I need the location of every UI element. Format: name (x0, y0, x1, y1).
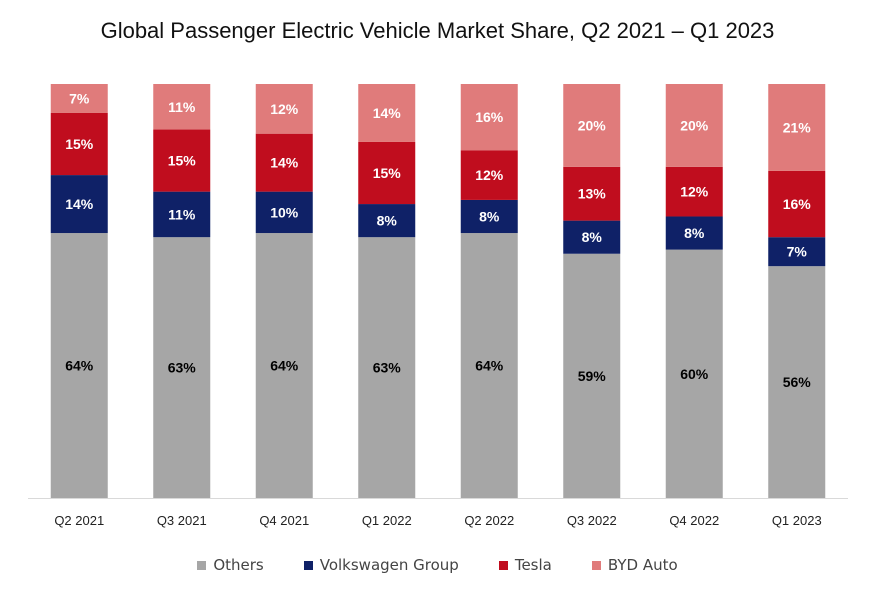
bar-segment-others-q2-2021 (50, 233, 108, 499)
data-label-tesla-q4-2022: 12% (680, 184, 709, 200)
data-label-others-q3-2021: 63% (168, 360, 197, 376)
bar-segment-tesla-q3-2021 (153, 129, 211, 192)
legend-item-tesla: Tesla (498, 556, 552, 574)
data-label-others-q2-2021: 64% (65, 358, 94, 374)
bar-segment-volkswagen-group-q1-2022 (358, 204, 416, 238)
bar-segment-others-q1-2023 (768, 266, 826, 498)
bar-segment-byd-auto-q3-2021 (153, 84, 211, 130)
legend-label-byd-auto: BYD Auto (607, 556, 678, 574)
bar-segment-others-q2-2022 (460, 233, 518, 499)
data-label-others-q1-2023: 56% (783, 374, 812, 390)
bar-segment-tesla-q2-2022 (460, 150, 518, 200)
legend-swatch-tesla (498, 560, 508, 570)
data-label-others-q2-2022: 64% (475, 358, 504, 374)
bar-segment-tesla-q4-2022 (665, 166, 723, 217)
data-label-volkswagen-group-q1-2022: 8% (377, 213, 398, 229)
data-label-byd-auto-q3-2022: 20% (578, 117, 607, 133)
bar-segment-others-q3-2021 (153, 237, 211, 498)
data-label-volkswagen-group-q2-2021: 14% (65, 196, 94, 212)
data-label-volkswagen-group-q3-2021: 11% (168, 206, 196, 222)
data-label-others-q4-2021: 64% (270, 358, 299, 374)
bar-segment-volkswagen-group-q3-2022 (563, 220, 621, 254)
bar-segment-volkswagen-group-q3-2021 (153, 191, 211, 238)
bar-segment-byd-auto-q2-2022 (460, 84, 518, 151)
legend-label-tesla: Tesla (514, 556, 552, 574)
bar-segment-byd-auto-q1-2023 (768, 84, 826, 171)
x-tick-label-q3-2022: Q3 2022 (567, 513, 617, 528)
data-label-volkswagen-group-q3-2022: 8% (582, 229, 603, 245)
x-tick-label-q2-2021: Q2 2021 (54, 513, 104, 528)
bar-segment-volkswagen-group-q2-2022 (460, 199, 518, 234)
bar-segment-byd-auto-q2-2021 (50, 84, 108, 113)
data-label-tesla-q1-2022: 15% (373, 165, 402, 181)
legend-label-volkswagen-group: Volkswagen Group (319, 556, 459, 574)
data-label-others-q4-2022: 60% (680, 366, 709, 382)
data-label-byd-auto-q4-2022: 20% (680, 117, 709, 133)
data-label-others-q3-2022: 59% (578, 368, 607, 384)
data-label-tesla-q2-2022: 12% (475, 167, 504, 183)
data-label-byd-auto-q3-2021: 11% (168, 99, 196, 115)
x-tick-label-q1-2023: Q1 2023 (772, 513, 822, 528)
bar-segment-others-q4-2022 (665, 249, 723, 498)
bar-segment-volkswagen-group-q2-2021 (50, 175, 108, 234)
bar-segment-others-q4-2021 (255, 233, 313, 499)
data-label-byd-auto-q2-2021: 7% (69, 90, 90, 106)
data-label-volkswagen-group-q4-2021: 10% (270, 204, 299, 220)
data-label-tesla-q2-2021: 15% (65, 136, 94, 152)
data-label-others-q1-2022: 63% (373, 360, 402, 376)
data-label-volkswagen-group-q4-2022: 8% (684, 225, 705, 241)
x-tick-label-q2-2022: Q2 2022 (464, 513, 514, 528)
bar-segment-tesla-q2-2021 (50, 112, 108, 176)
data-label-tesla-q3-2022: 13% (578, 186, 607, 202)
bar-segment-tesla-q1-2023 (768, 170, 826, 238)
bar-segment-byd-auto-q3-2022 (563, 84, 621, 167)
data-label-byd-auto-q1-2023: 21% (783, 119, 812, 135)
legend-label-others: Others (213, 556, 264, 574)
bar-segment-tesla-q3-2022 (563, 166, 621, 221)
legend-item-volkswagen-group: Volkswagen Group (303, 556, 459, 574)
x-tick-label-q4-2022: Q4 2022 (669, 513, 719, 528)
data-label-byd-auto-q2-2022: 16% (475, 109, 504, 125)
bar-segment-volkswagen-group-q4-2022 (665, 216, 723, 250)
bar-segment-volkswagen-group-q4-2021 (255, 191, 313, 234)
legend-item-byd-auto: BYD Auto (591, 556, 678, 574)
legend: Others Volkswagen Group Tesla BYD Auto (0, 556, 875, 574)
chart-title: Global Passenger Electric Vehicle Market… (100, 18, 775, 43)
legend-swatch-volkswagen-group (303, 560, 313, 570)
legend-swatch-others (197, 560, 207, 570)
data-label-tesla-q1-2023: 16% (783, 196, 812, 212)
bar-segment-byd-auto-q1-2022 (358, 84, 416, 142)
bar-segment-tesla-q1-2022 (358, 141, 416, 205)
bar-segment-volkswagen-group-q1-2023 (768, 237, 826, 267)
x-tick-label-q1-2022: Q1 2022 (362, 513, 412, 528)
x-tick-label-q3-2021: Q3 2021 (157, 513, 207, 528)
bar-segment-others-q3-2022 (563, 253, 621, 498)
legend-item-others: Others (197, 556, 264, 574)
bar-segment-byd-auto-q4-2021 (255, 84, 313, 134)
data-label-volkswagen-group-q1-2023: 7% (787, 244, 808, 260)
legend-swatch-byd-auto (591, 560, 601, 570)
bar-segment-others-q1-2022 (358, 237, 416, 498)
data-label-byd-auto-q1-2022: 14% (373, 105, 402, 121)
bar-segment-tesla-q4-2021 (255, 133, 313, 192)
data-label-volkswagen-group-q2-2022: 8% (479, 208, 500, 224)
x-tick-label-q4-2021: Q4 2021 (259, 513, 309, 528)
data-label-byd-auto-q4-2021: 12% (270, 101, 299, 117)
bar-segment-byd-auto-q4-2022 (665, 84, 723, 167)
data-label-tesla-q3-2021: 15% (168, 153, 197, 169)
data-label-tesla-q4-2021: 14% (270, 155, 299, 171)
